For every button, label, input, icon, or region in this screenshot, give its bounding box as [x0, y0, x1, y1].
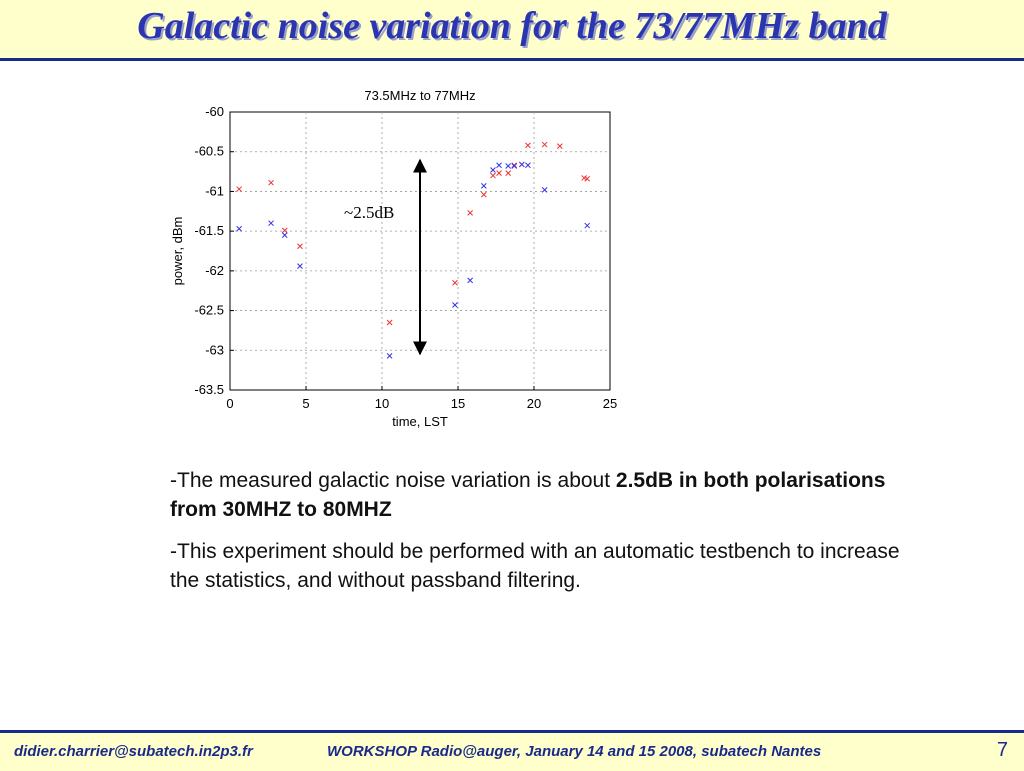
- axis-ticks: 0 5 10 15 20 25 -60 -60.5 -61 -61.5 -62 -62.5 -63 -63…: [194, 104, 617, 411]
- chart-svg: 0 5 10 15 20 25 -60 -60.5 -61 -61.5 -62 -62.5 -63 -63…: [170, 88, 617, 429]
- data-point: [297, 263, 303, 269]
- data-point: [556, 143, 563, 150]
- y-tick-label: -61.5: [194, 223, 224, 238]
- x-tick-label: 15: [451, 396, 465, 411]
- data-point: [505, 163, 512, 169]
- x-tick-label: 25: [603, 396, 617, 411]
- x-axis-label: time, LST: [392, 414, 448, 429]
- slide-body: -The measured galactic noise variation i…: [170, 466, 930, 608]
- data-point: [268, 220, 274, 227]
- footer-workshop: WORKSHOP Radio@auger, January 14 and 15 …: [327, 743, 822, 760]
- data-point: [496, 162, 502, 169]
- data-point: [236, 186, 242, 192]
- data-point: [511, 163, 518, 169]
- page-number: 7: [996, 739, 1008, 761]
- data-point: [490, 167, 496, 173]
- y-tick-label: -63: [205, 342, 224, 357]
- data-point: [505, 170, 512, 177]
- data-point: [467, 277, 474, 284]
- footer-bar: didier.charrier@subatech.in2p3.fr WORKSH…: [0, 730, 1024, 771]
- scatter-chart: 0 5 10 15 20 25 -60 -60.5 -61 -61.5 -62 -62.5 -63 -63…: [150, 80, 640, 440]
- y-tick-label: -61: [205, 183, 224, 198]
- paragraph-recommendation: -This experiment should be performed wit…: [170, 540, 900, 592]
- range-annotation: ~2.5dB: [344, 203, 394, 222]
- y-tick-label: -62.5: [194, 303, 224, 318]
- y-tick-label: -63.5: [194, 382, 224, 397]
- data-point: [496, 170, 502, 177]
- data-point: [452, 302, 458, 308]
- x-tick-label: 20: [527, 396, 541, 411]
- y-tick-label: -60.5: [194, 144, 224, 159]
- data-point: [480, 191, 487, 198]
- data-point: [511, 162, 518, 169]
- data-point: [518, 161, 525, 168]
- data-point: [541, 141, 548, 148]
- x-tick-label: 10: [375, 396, 389, 411]
- data-point: [525, 142, 531, 149]
- data-point: [584, 175, 591, 182]
- x-tick-label: 0: [226, 396, 233, 411]
- data-point: [236, 225, 242, 232]
- y-tick-label: -62: [205, 263, 224, 278]
- data-point: [297, 243, 303, 250]
- chart-title: 73.5MHz to 77MHz: [364, 88, 475, 103]
- x-tick-label: 5: [302, 396, 309, 411]
- data-point: [541, 186, 548, 193]
- title-bar: Galactic noise variation for the 73/77MH…: [0, 0, 1024, 61]
- data-point: [281, 227, 288, 234]
- data-point: [525, 162, 531, 169]
- data-point: [268, 179, 274, 186]
- paragraph-1-emphasis: 2.5dB in both polarisations from 30MHZ t…: [170, 469, 886, 521]
- data-point: [386, 319, 393, 326]
- y-axis-label: power, dBm: [170, 217, 185, 286]
- data-point: [452, 279, 458, 286]
- paragraph-1-text: -The measured galactic noise variation i…: [170, 469, 616, 492]
- data-point: [386, 352, 393, 359]
- data-point: [490, 172, 496, 179]
- paragraph-noise-variation: -The measured galactic noise variation i…: [170, 466, 930, 524]
- slide-title: Galactic noise variation for the 73/77MH…: [137, 5, 887, 47]
- data-point: [467, 210, 474, 216]
- data-point: [480, 183, 487, 189]
- y-tick-label: -60: [205, 104, 224, 119]
- data-point: [584, 222, 591, 229]
- footer-email: didier.charrier@subatech.in2p3.fr: [14, 743, 253, 760]
- data-points: [236, 141, 591, 359]
- data-point: [281, 232, 288, 238]
